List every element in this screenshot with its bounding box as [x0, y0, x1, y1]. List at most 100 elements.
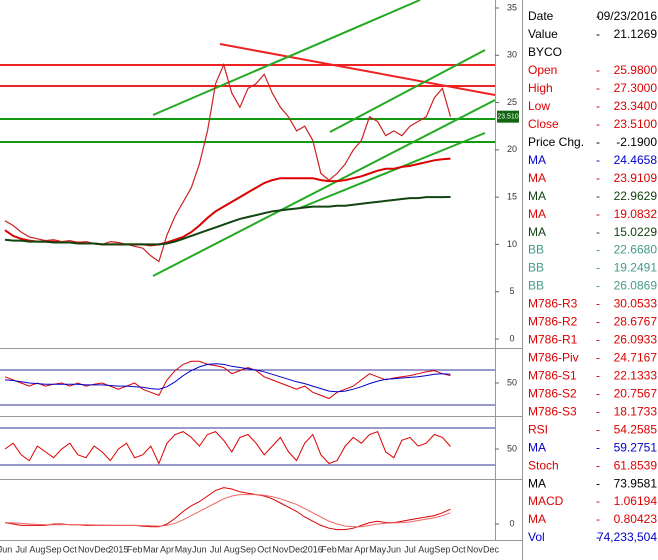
- window-label: High: [528, 81, 553, 95]
- window-value: 22.9629: [614, 189, 658, 203]
- window-separator: -: [596, 279, 600, 293]
- x-tick-label: Aug: [29, 544, 45, 554]
- window-label: RSI: [528, 422, 548, 436]
- window-value: 20.7567: [614, 386, 658, 400]
- window-label: Price Chg.: [528, 135, 584, 149]
- window-label: MA: [528, 440, 546, 454]
- window-value: 59.2751: [614, 440, 658, 454]
- window-separator: -: [596, 171, 600, 185]
- x-tick-label: Aug: [224, 544, 240, 554]
- window-value: 1.06194: [614, 494, 658, 508]
- x-tick-label: 2016: [303, 544, 323, 554]
- window-separator: -: [596, 315, 600, 329]
- x-tick-label: Oct: [452, 544, 467, 554]
- window-label: MA: [528, 512, 546, 526]
- x-tick-label: Aug: [418, 544, 434, 554]
- x-tick-label: Nov: [78, 544, 95, 554]
- window-label: Stoch: [528, 458, 559, 472]
- window-separator: -: [596, 422, 600, 436]
- window-separator: -: [596, 494, 600, 508]
- y-tick-label: 5: [509, 286, 514, 296]
- window-separator: -: [596, 512, 600, 526]
- window-value: 26.0869: [614, 279, 658, 293]
- trend-line: [219, 43, 495, 96]
- x-tick-label: Sep: [434, 544, 450, 554]
- x-tick-label: Apr: [160, 544, 174, 554]
- window-separator: -: [596, 476, 600, 490]
- x-tick-label: Apr: [354, 544, 368, 554]
- y-tick-label: 50: [507, 443, 517, 453]
- window-separator: -: [596, 153, 600, 167]
- window-label: M786-R3: [528, 297, 578, 311]
- x-tick-label: Dec: [94, 544, 111, 554]
- window-label: BB: [528, 279, 544, 293]
- series-line: [4, 430, 451, 465]
- window-value: -2.1900: [616, 135, 657, 149]
- window-value: 25.9800: [614, 63, 658, 77]
- window-separator: -: [596, 243, 600, 257]
- window-separator: -: [596, 135, 600, 149]
- x-tick-label: Mar: [337, 544, 353, 554]
- window-separator: -: [596, 9, 600, 23]
- window-value: 23.5100: [614, 117, 658, 131]
- window-separator: -: [596, 207, 600, 221]
- window-value: 22.1333: [614, 368, 658, 382]
- window-label: Open: [528, 63, 557, 77]
- window-value: 24.7167: [614, 351, 658, 365]
- y-tick-label: 30: [507, 50, 517, 60]
- x-tick-label: Jul: [404, 544, 416, 554]
- window-separator: -: [596, 261, 600, 275]
- window-separator: -: [596, 333, 600, 347]
- window-value: 54.2585: [614, 422, 658, 436]
- window-separator: -: [596, 81, 600, 95]
- window-value: 0.80423: [614, 512, 658, 526]
- x-tick-label: 2015: [108, 544, 128, 554]
- x-tick-label: May: [175, 544, 193, 554]
- series-line: [4, 196, 451, 246]
- plot-area: [4, 62, 452, 531]
- window-separator: -: [596, 27, 600, 41]
- trend-line: [299, 132, 486, 209]
- y-tick-label: 25: [507, 97, 517, 107]
- window-value: 28.6767: [614, 315, 658, 329]
- window-value: 23.9109: [614, 171, 658, 185]
- window-value: 23.3400: [614, 99, 658, 113]
- window-value: 09/23/2016: [597, 9, 657, 23]
- window-separator: -: [596, 530, 600, 544]
- window-label: Close: [528, 117, 559, 131]
- series-line: [4, 360, 451, 400]
- window-separator: -: [596, 117, 600, 131]
- window-separator: -: [596, 440, 600, 454]
- window-label: MA: [528, 153, 546, 167]
- window-label: M786-S3: [528, 404, 577, 418]
- window-value: 74,233,504: [597, 530, 657, 544]
- window-value: 18.1733: [614, 404, 658, 418]
- window-label: Low: [528, 99, 550, 113]
- window-label: Date: [528, 9, 554, 23]
- window-label: BYCO: [528, 45, 562, 59]
- window-label: M786-R2: [528, 315, 578, 329]
- x-tick-label: Nov: [467, 544, 484, 554]
- y-tick-label: 15: [507, 192, 517, 202]
- window-value: 21.1269: [614, 27, 658, 41]
- window-label: Value: [528, 27, 558, 41]
- trend-line: [329, 49, 486, 133]
- frames: [0, 0, 523, 560]
- window-separator: -: [596, 189, 600, 203]
- x-tick-label: Dec: [289, 544, 306, 554]
- window-value: 26.0933: [614, 333, 658, 347]
- window-value: 61.8539: [614, 458, 658, 472]
- window-label: M786-R1: [528, 333, 578, 347]
- window-value: 19.0832: [614, 207, 658, 221]
- window-label: Vol: [528, 530, 545, 544]
- window-value: 15.0229: [614, 225, 658, 239]
- x-tick-label: Nov: [272, 544, 289, 554]
- window-label: BB: [528, 243, 544, 257]
- x-tick-label: May: [369, 544, 387, 554]
- window-value: 22.6680: [614, 243, 658, 257]
- x-tick-label: Jun: [387, 544, 402, 554]
- series-line: [4, 62, 452, 263]
- window-label: MA: [528, 207, 546, 221]
